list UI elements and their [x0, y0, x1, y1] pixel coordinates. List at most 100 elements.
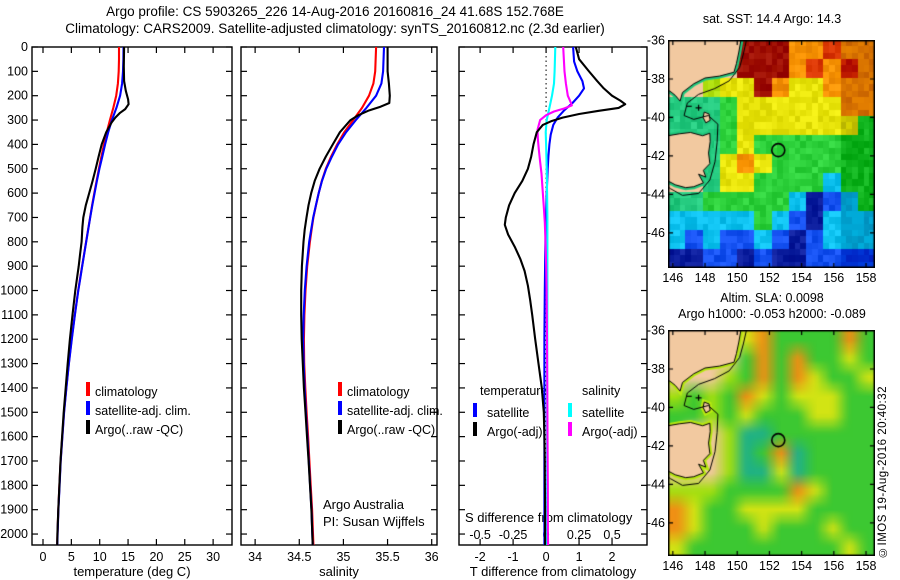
depth-tick-label: 0: [21, 40, 28, 54]
difference-series-s-satellite: [544, 46, 557, 545]
difference-x-tick-label: -1: [508, 550, 519, 564]
sla-lat-tick-label: -40: [647, 400, 665, 414]
temperature-x-tick-label: 5: [68, 550, 75, 564]
legend-label: Argo(-adj): [582, 425, 638, 439]
sst-map-image: [668, 40, 875, 268]
s-axis-tick-label: 0: [543, 528, 550, 542]
difference-series-t-satellite: [543, 46, 586, 545]
salinity-series-satellite-adj--clim-: [302, 46, 386, 546]
title-line-1: Argo profile: CS 5903265_226 14-Aug-2016…: [106, 4, 564, 19]
temperature-x-tick-label: 0: [40, 550, 47, 564]
sst-lon-tick-label: 152: [759, 271, 780, 285]
salinity-series-climatology: [302, 46, 378, 546]
depth-tick-label: 1300: [0, 357, 28, 371]
figure-title: Argo profile: CS 5903265_226 14-Aug-2016…: [5, 3, 665, 37]
depth-tick-label: 1200: [0, 332, 28, 346]
depth-tick-label: 1800: [0, 478, 28, 492]
difference-x-axis-label: T difference from climatology: [470, 564, 637, 579]
sst-lon-tick-label: 150: [727, 271, 748, 285]
sst-lat-tick-label: -38: [647, 72, 665, 86]
sst-lon-tick-label: 146: [662, 271, 683, 285]
salinity-x-tick-label: 35.5: [375, 550, 399, 564]
s-axis-tick-label: -0.25: [499, 528, 528, 542]
difference-x-tick-label: 2: [609, 550, 616, 564]
depth-tick-label: 1500: [0, 405, 28, 419]
sla-lon-tick-label: 154: [791, 559, 812, 573]
depth-tick-label: 700: [7, 210, 28, 224]
sla-lat-tick-label: -42: [647, 439, 665, 453]
temperature-x-tick-label: 15: [121, 550, 135, 564]
legend-swatch: [338, 401, 342, 415]
legend-swatch: [473, 422, 477, 436]
legend-swatch: [338, 382, 342, 396]
sla-lon-tick-label: 148: [695, 559, 716, 573]
depth-tick-label: 1400: [0, 381, 28, 395]
difference-series-t-argo--adj-: [503, 46, 627, 545]
legend-group-title: temperature: [480, 384, 547, 398]
legend-swatch: [568, 422, 572, 436]
panel-footer-text: PI: Susan Wijffels: [323, 514, 425, 529]
depth-tick-label: 2000: [0, 527, 28, 541]
depth-tick-label: 400: [7, 137, 28, 151]
sst-lat-tick-label: -40: [647, 110, 665, 124]
sst-lat-tick-label: -46: [647, 226, 665, 240]
sla-lon-tick-label: 156: [823, 559, 844, 573]
sla-lon-tick-label: 146: [662, 559, 683, 573]
depth-tick-label: 300: [7, 113, 28, 127]
sst-lon-tick-label: 148: [695, 271, 716, 285]
legend-label: satellite-adj. clim.: [347, 404, 443, 418]
temperature-series-climatology: [56, 47, 121, 546]
legend-swatch: [86, 420, 90, 434]
depth-tick-label: 900: [7, 259, 28, 273]
temperature-x-axis-label: temperature (deg C): [73, 564, 190, 579]
temperature-plot-box: [31, 46, 233, 546]
salinity-x-axis-label: salinity: [319, 564, 359, 579]
depth-tick-label: 1600: [0, 430, 28, 444]
sla-lon-tick-label: 150: [727, 559, 748, 573]
legend-swatch: [338, 420, 342, 434]
depth-tick-label: 1100: [1, 308, 28, 322]
temperature-x-tick-label: 30: [206, 550, 220, 564]
depth-tick-label: 100: [7, 64, 28, 78]
depth-tick-label: 200: [7, 89, 28, 103]
legend-group-title: salinity: [582, 384, 621, 398]
sla-lat-tick-label: -36: [647, 324, 665, 338]
depth-tick-label: 1000: [0, 284, 28, 298]
depth-tick-label: 1700: [0, 454, 28, 468]
legend-swatch: [86, 382, 90, 396]
salinity-x-tick-label: 36: [425, 550, 439, 564]
depth-tick-label: 1900: [0, 503, 28, 517]
s-axis-tick-label: 0.25: [567, 528, 591, 542]
sla-lon-tick-label: 152: [759, 559, 780, 573]
legend-label: satellite: [487, 406, 529, 420]
legend-swatch: [473, 403, 477, 417]
legend-label: Argo(..raw -QC): [95, 423, 183, 437]
depth-tick-label: 600: [7, 186, 28, 200]
sst-lon-tick-label: 154: [791, 271, 812, 285]
sla-map-title-line-2: Argo h1000: -0.053 h2000: -0.089: [678, 307, 866, 321]
panel-footer-text: Argo Australia: [323, 497, 405, 512]
sst-lon-tick-label: 156: [823, 271, 844, 285]
sst-lat-tick-label: -44: [647, 187, 665, 201]
difference-series-s-argo--adj-: [536, 46, 573, 546]
s-axis-tick-label: 0.5: [603, 528, 620, 542]
sst-lon-tick-label: 158: [856, 271, 877, 285]
difference-x-tick-label: 1: [576, 550, 583, 564]
depth-tick-label: 500: [7, 162, 28, 176]
s-axis-tick-label: -0.5: [469, 528, 491, 542]
difference-x-tick-label: 0: [543, 550, 550, 564]
legend-swatch: [568, 403, 572, 417]
salinity-series-argo---raw--qc-: [300, 47, 391, 546]
s-axis-label: S difference from climatology: [465, 510, 633, 525]
salinity-x-tick-label: 35: [336, 550, 350, 564]
sla-lat-tick-label: -44: [647, 477, 665, 491]
sla-map-title-line-1: Altim. SLA: 0.0098: [720, 291, 824, 305]
sla-map-image: [668, 330, 875, 556]
legend-label: Argo(-adj): [487, 425, 543, 439]
imos-copyright: ©IMOS 19-Aug-2016 20:40:32: [877, 385, 889, 558]
sla-lat-tick-label: -38: [647, 362, 665, 376]
temperature-series-satellite-adj--clim-: [56, 46, 125, 546]
difference-x-tick-label: -2: [475, 550, 486, 564]
legend-label: satellite-adj. clim.: [95, 404, 191, 418]
